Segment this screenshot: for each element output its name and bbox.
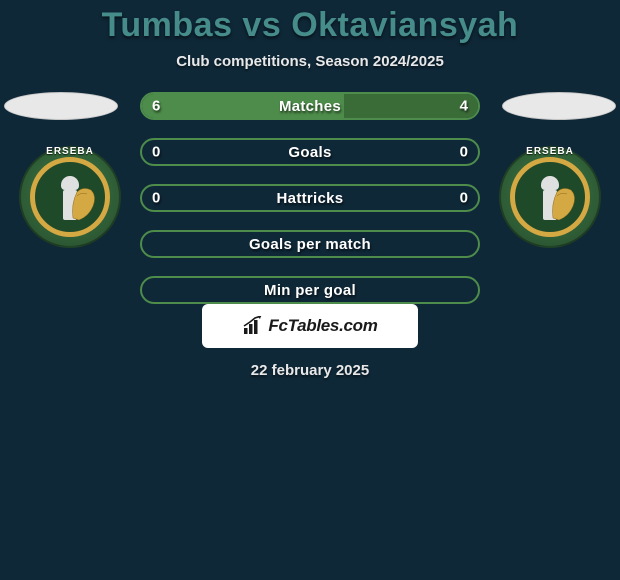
date-label: 22 february 2025 xyxy=(0,362,620,379)
bar-label: Hattricks xyxy=(277,190,344,207)
bar-label: Goals xyxy=(288,144,331,161)
fish-icon xyxy=(69,184,99,222)
badge-text-p2: ERSEBA xyxy=(501,146,599,157)
bar-value-p2: 0 xyxy=(460,190,468,207)
player1-club-badge: ERSEBA xyxy=(19,146,121,248)
stat-bars: 6 4 Matches 0 0 Goals 0 0 Hattricks Goals per mat… xyxy=(140,92,480,322)
stat-bar: 0 0 Hattricks xyxy=(140,184,480,212)
player2-name-plate xyxy=(502,92,616,120)
bar-value-p1: 0 xyxy=(152,190,160,207)
badge-text-p1: ERSEBA xyxy=(21,146,119,157)
bar-value-p1: 0 xyxy=(152,144,160,161)
stat-bar: Goals per match xyxy=(140,230,480,258)
player2-club-badge: ERSEBA xyxy=(499,146,601,248)
stat-bar: Min per goal xyxy=(140,276,480,304)
bar-value-p1: 6 xyxy=(152,98,160,115)
header: Tumbas vs Oktaviansyah Club competitions… xyxy=(0,0,620,70)
bar-label: Goals per match xyxy=(249,236,371,253)
bar-label: Matches xyxy=(279,98,341,115)
page-title: Tumbas vs Oktaviansyah xyxy=(0,6,620,45)
bar-fill-p2 xyxy=(344,94,478,118)
bar-value-p2: 0 xyxy=(460,144,468,161)
stat-bar: 6 4 Matches xyxy=(140,92,480,120)
bar-value-p2: 4 xyxy=(460,98,468,115)
player1-name-plate xyxy=(4,92,118,120)
subtitle: Club competitions, Season 2024/2025 xyxy=(0,53,620,70)
bar-label: Min per goal xyxy=(264,282,356,299)
fish-icon xyxy=(549,184,579,222)
stat-bar: 0 0 Goals xyxy=(140,138,480,166)
